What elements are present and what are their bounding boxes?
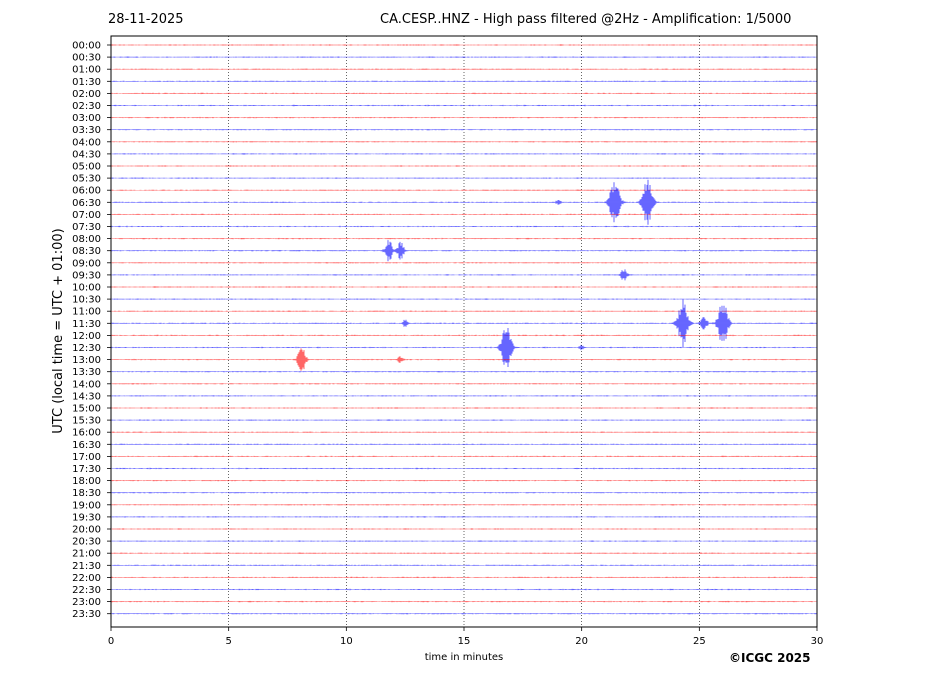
trace-0130 [110, 80, 818, 82]
row-label: 21:00 [72, 549, 101, 560]
trace-1430 [110, 395, 818, 397]
copyright-credit: ©ICGC 2025 [729, 651, 811, 665]
trace-1000 [110, 286, 818, 288]
row-label: 06:00 [72, 186, 101, 197]
trace-2300 [110, 600, 818, 603]
trace-1330 [110, 371, 818, 373]
trace-2230 [110, 588, 818, 591]
row-label: 12:30 [72, 343, 101, 354]
row-label: 20:00 [72, 525, 101, 536]
row-label: 09:30 [72, 270, 101, 281]
x-tick-label: 20 [575, 636, 588, 647]
trace-0030 [110, 56, 818, 58]
chart-title: CA.CESP..HNZ - High pass filtered @2Hz -… [380, 12, 792, 27]
row-label: 13:00 [72, 355, 101, 366]
y-axis-label: UTC (local time = UTC + 01:00) [51, 228, 66, 433]
row-label: 11:30 [72, 319, 101, 330]
trace-0200 [110, 92, 818, 95]
row-label: 07:30 [72, 222, 101, 233]
x-tick-label: 0 [108, 636, 114, 647]
row-label: 03:30 [72, 125, 101, 136]
row-label: 21:30 [72, 561, 101, 572]
x-tick-label: 10 [340, 636, 353, 647]
row-label: 11:00 [72, 307, 101, 318]
trace-0730 [110, 225, 818, 228]
trace-0930 [110, 269, 818, 281]
x-axis-label: time in minutes [425, 652, 504, 663]
trace-1100 [110, 310, 818, 312]
row-label: 00:00 [72, 41, 101, 52]
row-label: 00:30 [72, 53, 101, 64]
trace-0800 [110, 237, 818, 240]
row-label: 16:00 [72, 428, 101, 439]
x-tick-label: 15 [458, 636, 471, 647]
row-label: 15:30 [72, 416, 101, 427]
chart-date: 28-11-2025 [108, 12, 184, 27]
row-label: 19:30 [72, 512, 101, 523]
row-label: 04:00 [72, 137, 101, 148]
x-tick-label: 5 [225, 636, 231, 647]
trace-0900 [110, 262, 818, 264]
row-label: 07:00 [72, 210, 101, 221]
row-label: 04:30 [72, 149, 101, 160]
row-label: 17:00 [72, 452, 101, 463]
plot-frame [110, 35, 818, 628]
row-label: 17:30 [72, 464, 101, 475]
row-label: 10:30 [72, 295, 101, 306]
row-label: 03:00 [72, 113, 101, 124]
x-tick-label: 25 [693, 636, 706, 647]
row-label: 05:00 [72, 162, 101, 173]
row-label: 19:00 [72, 500, 101, 511]
trace-1030 [110, 298, 818, 300]
row-label: 18:00 [72, 476, 101, 487]
row-label: 13:30 [72, 367, 101, 378]
row-label: 14:30 [72, 391, 101, 402]
trace-2000 [110, 528, 818, 530]
row-label: 16:30 [72, 440, 101, 451]
row-label: 02:00 [72, 89, 101, 100]
row-label: 10:00 [72, 283, 101, 294]
row-label: 18:30 [72, 488, 101, 499]
row-label: 20:30 [72, 537, 101, 548]
trace-2330 [110, 613, 818, 615]
row-label: 22:30 [72, 585, 101, 596]
row-label: 12:00 [72, 331, 101, 342]
row-label: 01:00 [72, 65, 101, 76]
row-label: 23:00 [72, 597, 101, 608]
row-label: 05:30 [72, 174, 101, 185]
row-label: 01:30 [72, 77, 101, 88]
row-label: 14:00 [72, 379, 101, 390]
row-label: 02:30 [72, 101, 101, 112]
row-label: 15:00 [72, 404, 101, 415]
row-label: 23:30 [72, 609, 101, 620]
row-label: 09:00 [72, 258, 101, 269]
x-tick-label: 30 [811, 636, 824, 647]
trace-1200 [110, 334, 818, 337]
trace-1800 [110, 479, 818, 482]
row-label: 08:30 [72, 246, 101, 257]
row-label: 06:30 [72, 198, 101, 209]
row-label: 22:00 [72, 573, 101, 584]
row-label: 08:00 [72, 234, 101, 245]
